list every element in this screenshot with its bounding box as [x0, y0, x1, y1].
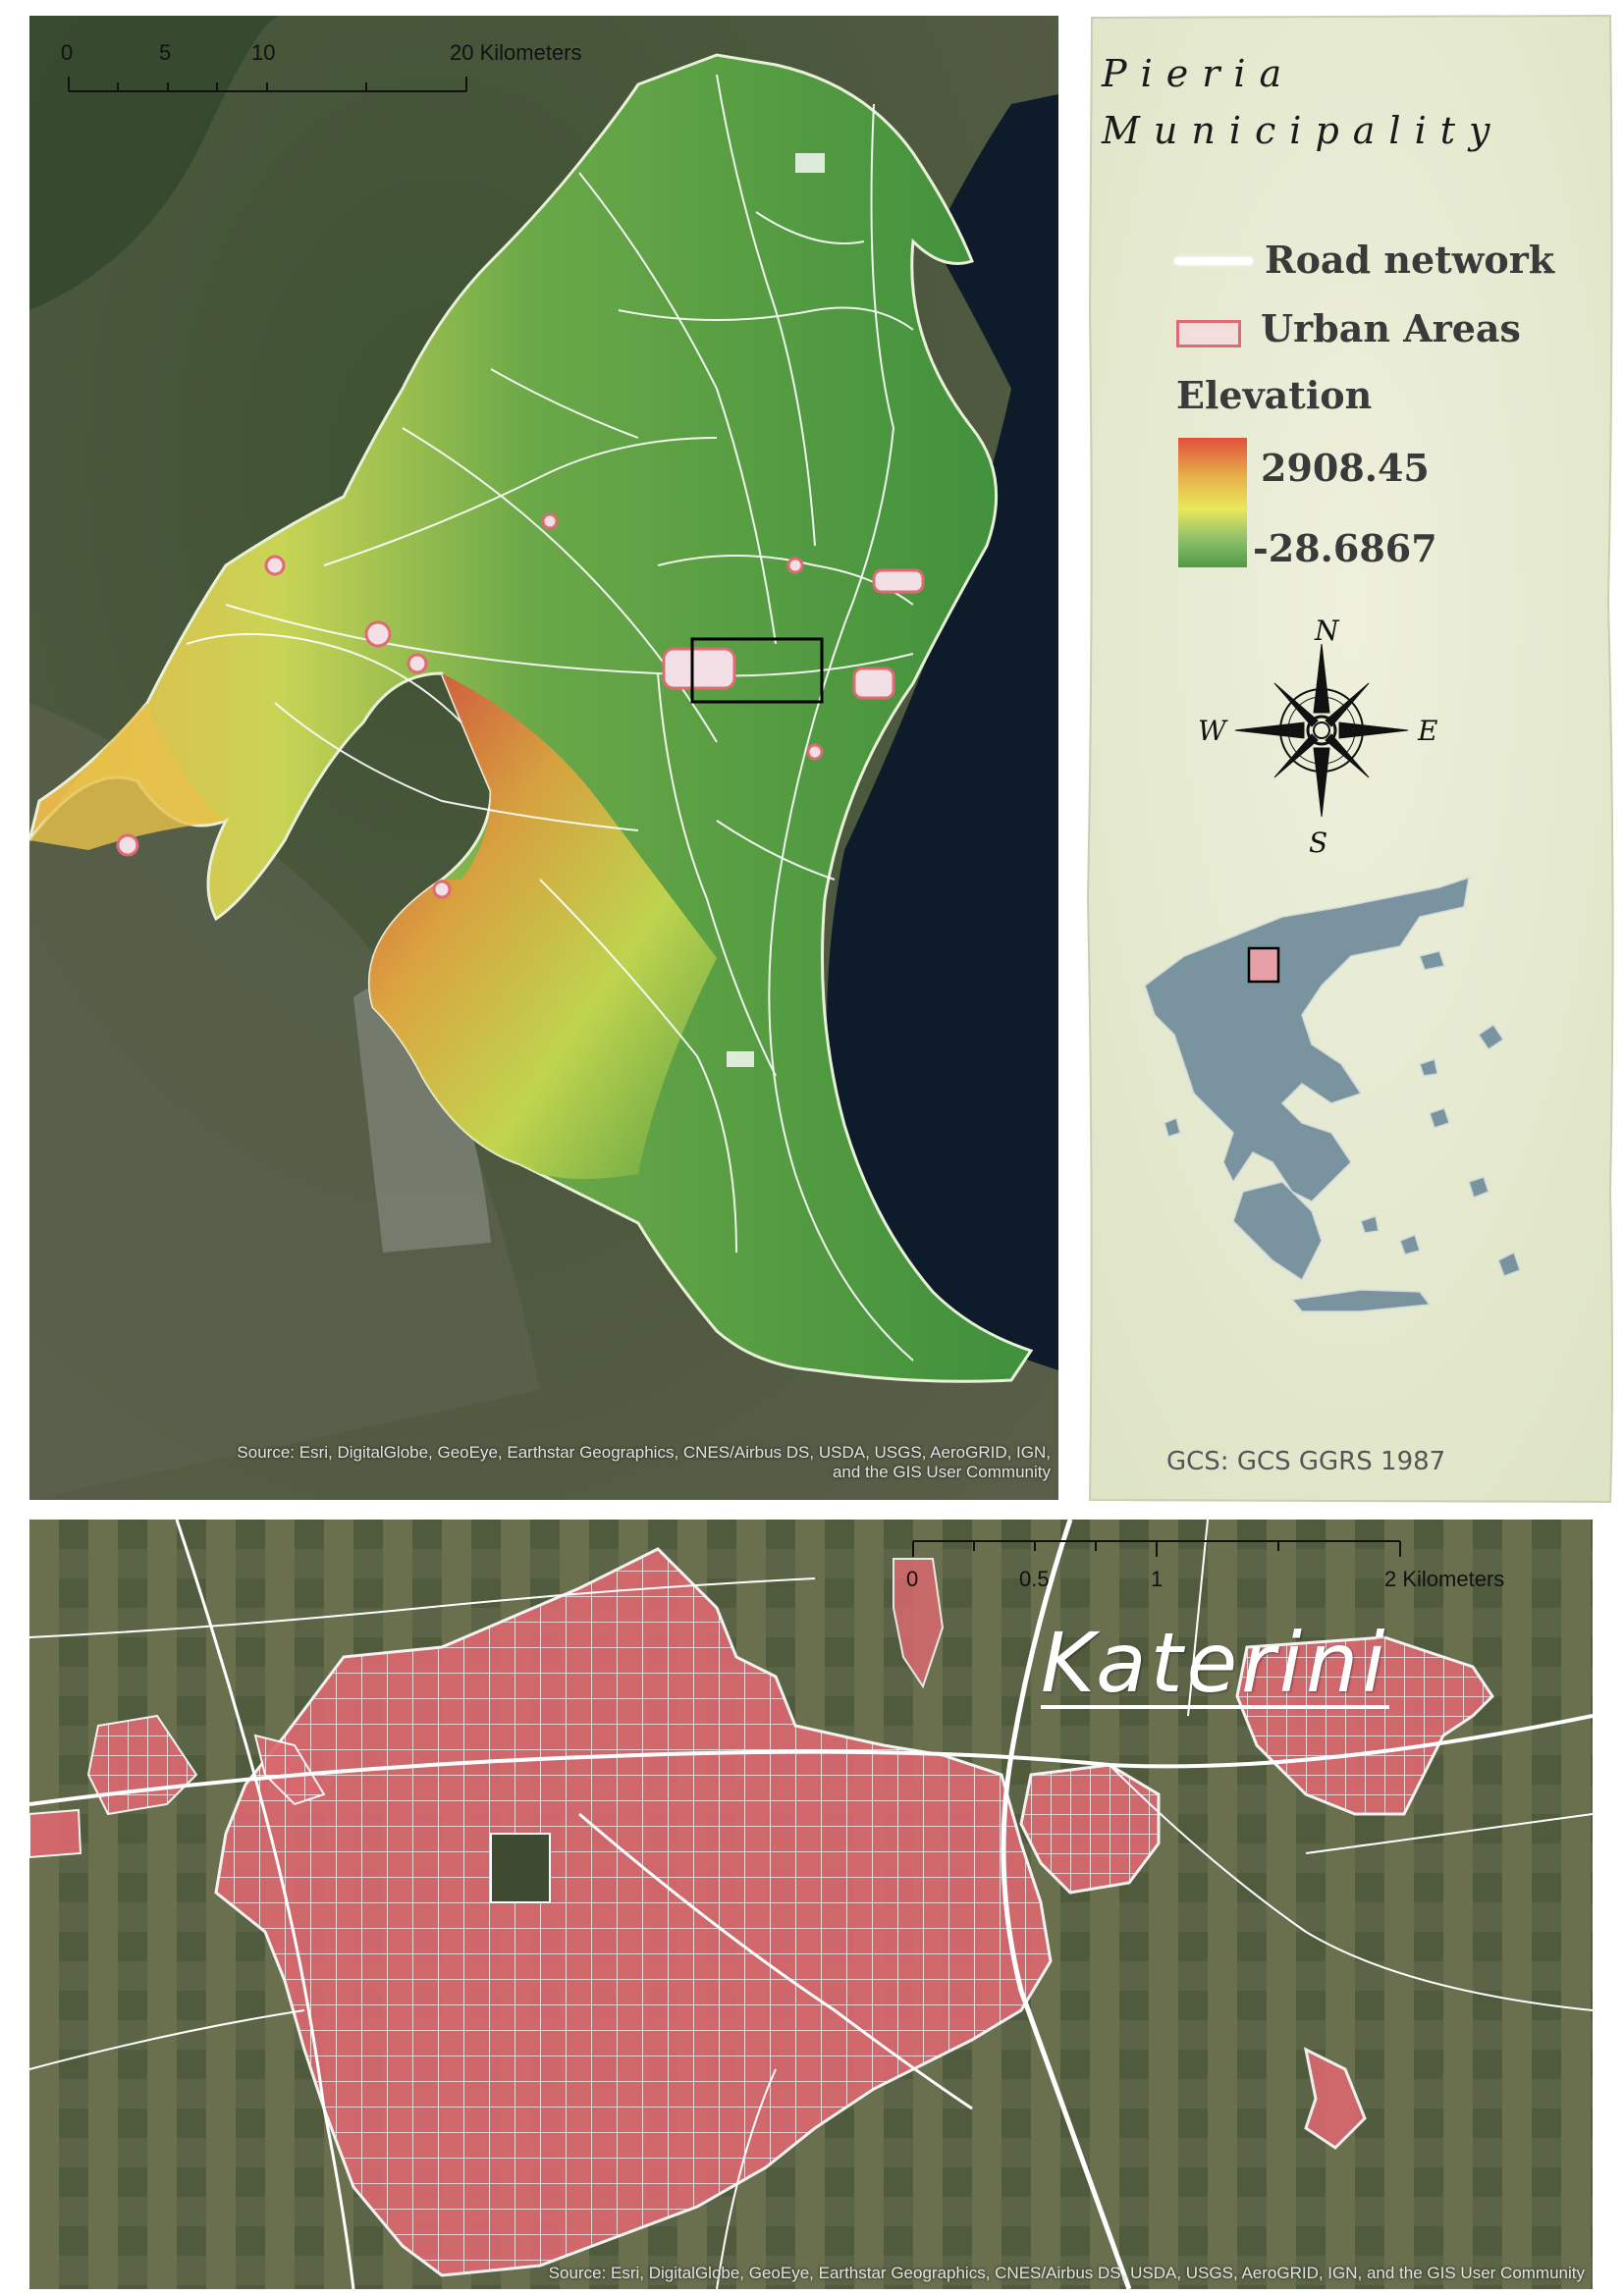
inset-scale-tick-1: 1: [1151, 1567, 1163, 1591]
legend-elevation-min-row: -28.6867: [1253, 526, 1437, 570]
elevation-color-ramp: [1178, 438, 1247, 567]
compass-n: N: [1314, 614, 1340, 647]
main-scale-tick-5: 5: [159, 40, 171, 65]
legend-title-line2: Municipality: [1102, 109, 1504, 152]
legend-elevation-heading: Elevation: [1176, 373, 1372, 417]
main-map-canvas: 0 5 10 20 Kilometers: [29, 16, 1058, 1500]
compass-e: E: [1417, 715, 1437, 747]
compass-rose-icon: N S E W: [1198, 614, 1437, 858]
legend-road-entry: Road network: [1174, 238, 1606, 287]
legend-panel: Pieria Municipality Road network Urban A…: [1086, 14, 1616, 1504]
road-swatch: [1174, 257, 1253, 265]
katerini-title-underline: [1041, 1705, 1389, 1709]
sea: [827, 94, 1058, 1370]
pieria-location-marker: [1247, 946, 1280, 984]
compass-s: S: [1309, 827, 1327, 858]
legend-title-line1: Pieria: [1102, 52, 1296, 95]
legend-elevation-max: 2908.45: [1261, 446, 1430, 490]
main-map[interactable]: 0 5 10 20 Kilometers Source: Esri, Digit…: [29, 16, 1058, 1500]
inset-map-attribution: Source: Esri, DigitalGlobe, GeoEye, Eart…: [548, 2264, 1585, 2282]
legend-gcs: GCS: GCS GGRS 1987: [1166, 1447, 1446, 1476]
inset-map-canvas: 0 0.5 1 2 Kilometers: [29, 1520, 1593, 2289]
katerini-extent-box[interactable]: [690, 637, 824, 704]
east-urban-area: [1235, 1635, 1494, 1816]
legend-road-label: Road network: [1265, 238, 1555, 282]
katerini-inset-map[interactable]: 0 0.5 1 2 Kilometers: [29, 1520, 1593, 2289]
inset-scale-bar: 0 0.5 1 2 Kilometers: [906, 1540, 1504, 1591]
main-map-attribution: Source: Esri, DigitalGlobe, GeoEye, Eart…: [237, 1443, 1051, 1482]
legend-elevation-min: -28.6867: [1253, 526, 1437, 570]
urban-swatch: [1176, 320, 1241, 347]
katerini-title: Katerini: [1041, 1615, 1389, 1711]
elevation-layer: [29, 53, 1034, 1383]
legend-elevation-max-row: 2908.45: [1261, 446, 1430, 490]
urban-areas-layer: [116, 512, 925, 899]
inset-road-network: [29, 1520, 1593, 2289]
legend-urban-label: Urban Areas: [1261, 306, 1521, 350]
main-scale-tick-0: 0: [61, 40, 73, 65]
legend-elevation-label: Elevation: [1176, 373, 1373, 417]
main-attribution-line1: Source: Esri, DigitalGlobe, GeoEye, Eart…: [237, 1443, 1051, 1462]
main-attribution-line2: and the GIS User Community: [832, 1463, 1051, 1481]
inset-scale-tick-0: 0: [906, 1567, 918, 1591]
legend-urban-entry: Urban Areas: [1176, 306, 1608, 355]
katerini-title-text: Katerini: [1041, 1615, 1389, 1711]
inset-scale-tick-05: 0.5: [1019, 1567, 1050, 1591]
olympus-elevation-high: [369, 673, 717, 1179]
inset-scale-tick-2: 2 Kilometers: [1384, 1567, 1504, 1591]
greece-locator-map: [1144, 876, 1521, 1312]
main-scale-tick-20: 20 Kilometers: [450, 40, 582, 65]
katerini-urban-area: [214, 1547, 1053, 2277]
legend-title: Pieria Municipality: [1102, 45, 1503, 159]
compass-w: W: [1198, 715, 1228, 747]
main-scale-bar: 0 5 10 20 Kilometers: [61, 40, 582, 92]
main-scale-tick-10: 10: [251, 40, 275, 65]
